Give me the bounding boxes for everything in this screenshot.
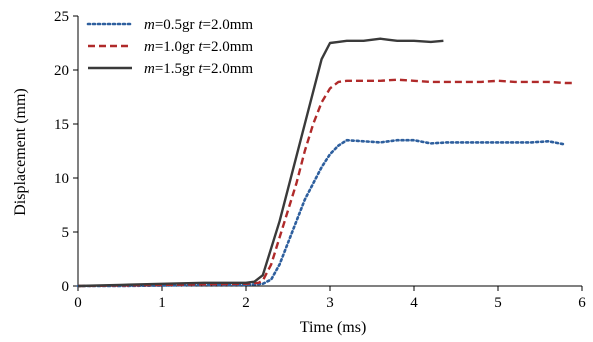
series-line-1 — [76, 138, 567, 288]
legend-label-part: =2.0mm — [202, 39, 253, 55]
x-axis-title: Time (ms) — [300, 319, 367, 336]
series-line-2 — [77, 78, 574, 288]
x-tick-label: 2 — [242, 295, 250, 311]
legend-label-part: t — [198, 61, 203, 77]
y-tick-label: 20 — [54, 63, 69, 79]
x-tick-label: 0 — [74, 295, 82, 311]
legend-label-part: t — [198, 17, 203, 33]
legend-label-2: m=1.0gr t=2.0mm — [144, 39, 253, 55]
legend-label-part: m — [144, 61, 155, 77]
legend-label-part: t — [198, 39, 203, 55]
series-line-3 — [77, 37, 444, 288]
x-tick-label: 4 — [410, 295, 418, 311]
y-tick-label: 25 — [54, 9, 69, 25]
y-axis-title: Displacement (mm) — [12, 88, 29, 216]
x-tick-label: 1 — [158, 295, 166, 311]
legend-label-part: =2.0mm — [202, 17, 253, 33]
x-tick-label: 6 — [578, 295, 586, 311]
legend-label-1: m=0.5gr t=2.0mm — [144, 17, 253, 33]
plot-area — [76, 37, 574, 288]
x-tick-label: 3 — [326, 295, 334, 311]
legend-label-part: =2.0mm — [202, 61, 253, 77]
y-tick-label: 0 — [62, 279, 70, 295]
legend-label-part: =0.5gr — [155, 17, 198, 33]
y-tick-label: 5 — [62, 225, 70, 241]
y-tick-label: 15 — [54, 117, 69, 133]
legend-label-part: m — [144, 39, 155, 55]
legend-label-part: =1.5gr — [155, 61, 198, 77]
legend-label-part: m — [144, 17, 155, 33]
legend-label-3: m=1.5gr t=2.0mm — [144, 61, 253, 77]
x-tick-label: 5 — [494, 295, 502, 311]
y-tick-label: 10 — [54, 171, 69, 187]
axes: 0 5 10 15 20 25 0 1 2 3 4 5 6 — [54, 9, 586, 311]
legend-label-part: =1.0gr — [155, 39, 198, 55]
